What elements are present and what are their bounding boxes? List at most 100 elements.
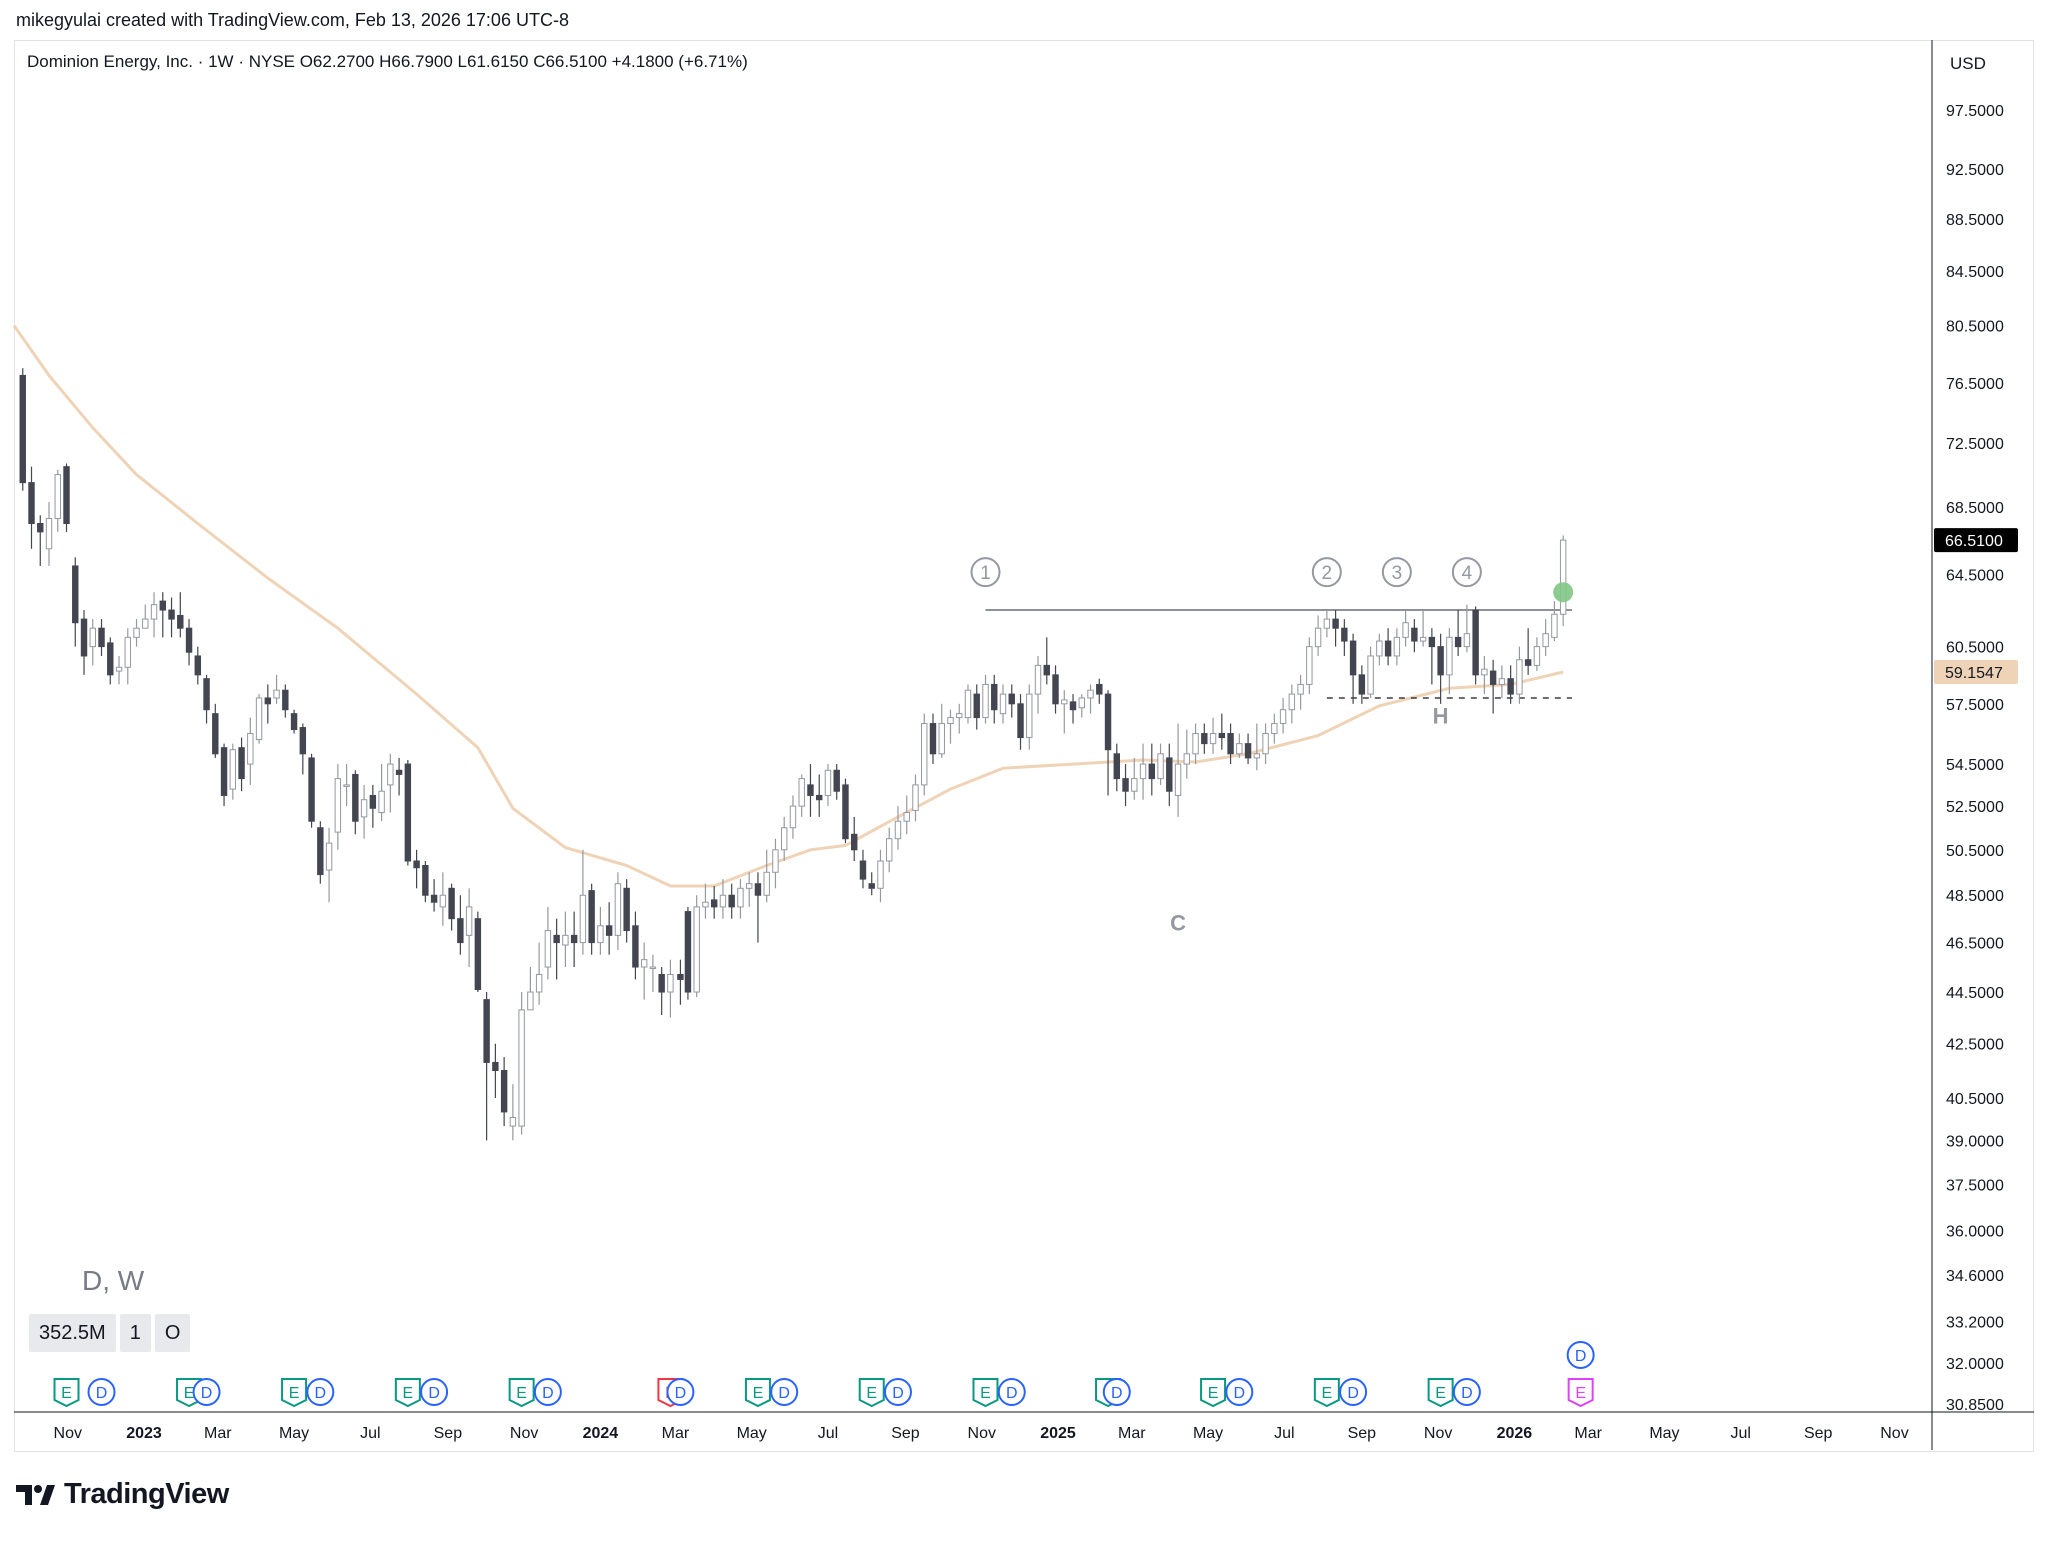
candle[interactable] xyxy=(124,628,131,685)
candle[interactable] xyxy=(264,684,272,724)
candle[interactable] xyxy=(640,942,648,1000)
candle[interactable] xyxy=(973,684,980,730)
volume-indicator[interactable]: 352.5M 1 O xyxy=(29,1314,191,1352)
candle[interactable] xyxy=(37,515,44,566)
candle[interactable] xyxy=(282,684,289,718)
candle[interactable] xyxy=(1218,713,1226,750)
candle[interactable] xyxy=(422,860,429,903)
candle[interactable] xyxy=(693,895,700,998)
candle[interactable] xyxy=(378,764,385,822)
candle[interactable] xyxy=(63,463,70,532)
candle[interactable] xyxy=(1472,606,1479,685)
earnings-event-icon[interactable] xyxy=(1567,1378,1594,1408)
symbol-legend[interactable]: Dominion Energy, Inc. · 1W · NYSE O62.27… xyxy=(27,52,748,71)
candle[interactable] xyxy=(238,737,245,792)
candle[interactable] xyxy=(1437,633,1444,704)
candle[interactable] xyxy=(1157,743,1164,785)
candle[interactable] xyxy=(824,764,832,807)
candle[interactable] xyxy=(1428,628,1436,685)
dividend-event-icon[interactable] xyxy=(666,1378,695,1406)
candle[interactable] xyxy=(142,604,149,629)
candle[interactable] xyxy=(220,743,228,807)
candle[interactable] xyxy=(1183,729,1191,779)
candle[interactable] xyxy=(1411,619,1418,653)
candle[interactable] xyxy=(912,774,919,822)
candle[interactable] xyxy=(527,967,534,1011)
candle[interactable] xyxy=(1376,633,1383,666)
candle[interactable] xyxy=(518,992,525,1135)
candle[interactable] xyxy=(1061,690,1068,734)
dividend-event-icon[interactable] xyxy=(883,1378,912,1406)
candle[interactable] xyxy=(1122,764,1129,807)
candle[interactable] xyxy=(1148,743,1156,796)
candle[interactable] xyxy=(1393,628,1401,666)
candle[interactable] xyxy=(649,954,657,993)
candle[interactable] xyxy=(1043,637,1050,685)
candle[interactable] xyxy=(1026,684,1033,750)
candle[interactable] xyxy=(1052,665,1059,714)
candle[interactable] xyxy=(1332,610,1339,647)
candle[interactable] xyxy=(1489,659,1497,714)
candle[interactable] xyxy=(1288,684,1296,724)
candle[interactable] xyxy=(1131,757,1138,800)
candle[interactable] xyxy=(360,784,368,839)
candle[interactable] xyxy=(667,959,674,1018)
candle[interactable] xyxy=(947,709,954,744)
candle[interactable] xyxy=(614,872,622,950)
candle[interactable] xyxy=(658,967,665,1016)
candle[interactable] xyxy=(325,827,333,903)
candle[interactable] xyxy=(212,703,219,758)
candle[interactable] xyxy=(1087,684,1094,714)
candle[interactable] xyxy=(684,906,692,1000)
candle[interactable] xyxy=(395,757,403,796)
candle[interactable] xyxy=(1481,655,1488,695)
candle[interactable] xyxy=(159,592,167,638)
candle[interactable] xyxy=(273,674,280,704)
candle[interactable] xyxy=(465,888,473,968)
candle[interactable] xyxy=(921,713,928,796)
dividend-event-icon[interactable] xyxy=(87,1378,116,1406)
candle[interactable] xyxy=(677,959,684,1005)
candle[interactable] xyxy=(929,713,937,765)
candle[interactable] xyxy=(956,703,963,734)
candle[interactable] xyxy=(150,592,158,638)
candle[interactable] xyxy=(387,753,394,813)
candle[interactable] xyxy=(903,795,910,835)
earnings-event-icon[interactable] xyxy=(1200,1378,1227,1408)
candle[interactable] xyxy=(1358,665,1366,704)
candle[interactable] xyxy=(1236,733,1243,758)
candle[interactable] xyxy=(754,872,762,943)
candle[interactable] xyxy=(194,646,202,685)
candle[interactable] xyxy=(886,827,893,873)
candle[interactable] xyxy=(1244,733,1252,765)
candle[interactable] xyxy=(1419,610,1427,647)
candle[interactable] xyxy=(1279,697,1287,734)
annotation-circle[interactable] xyxy=(1311,557,1342,588)
candle[interactable] xyxy=(763,849,770,903)
annotation-label[interactable]: H xyxy=(1433,704,1449,729)
candle[interactable] xyxy=(133,619,140,647)
candle[interactable] xyxy=(1498,665,1506,698)
candle[interactable] xyxy=(1201,723,1208,754)
dividend-event-icon[interactable] xyxy=(306,1378,335,1406)
candle[interactable] xyxy=(623,879,630,943)
earnings-event-icon[interactable] xyxy=(744,1378,771,1408)
candle[interactable] xyxy=(798,774,805,817)
candle[interactable] xyxy=(745,872,753,907)
candle[interactable] xyxy=(1271,713,1278,744)
candle[interactable] xyxy=(483,992,490,1141)
annotation-circle[interactable] xyxy=(1381,557,1412,588)
candle[interactable] xyxy=(1454,610,1462,656)
candle[interactable] xyxy=(1192,723,1199,765)
candle[interactable] xyxy=(1096,678,1103,704)
candle[interactable] xyxy=(1253,723,1261,771)
earnings-event-icon[interactable] xyxy=(972,1378,999,1408)
candle[interactable] xyxy=(255,694,263,744)
candle[interactable] xyxy=(719,879,727,919)
candle[interactable] xyxy=(562,911,569,968)
candle[interactable] xyxy=(1113,743,1121,792)
candle[interactable] xyxy=(1367,646,1374,698)
candle[interactable] xyxy=(1384,628,1392,666)
currency-label[interactable]: USD xyxy=(1950,54,1986,73)
candle[interactable] xyxy=(535,942,543,1005)
